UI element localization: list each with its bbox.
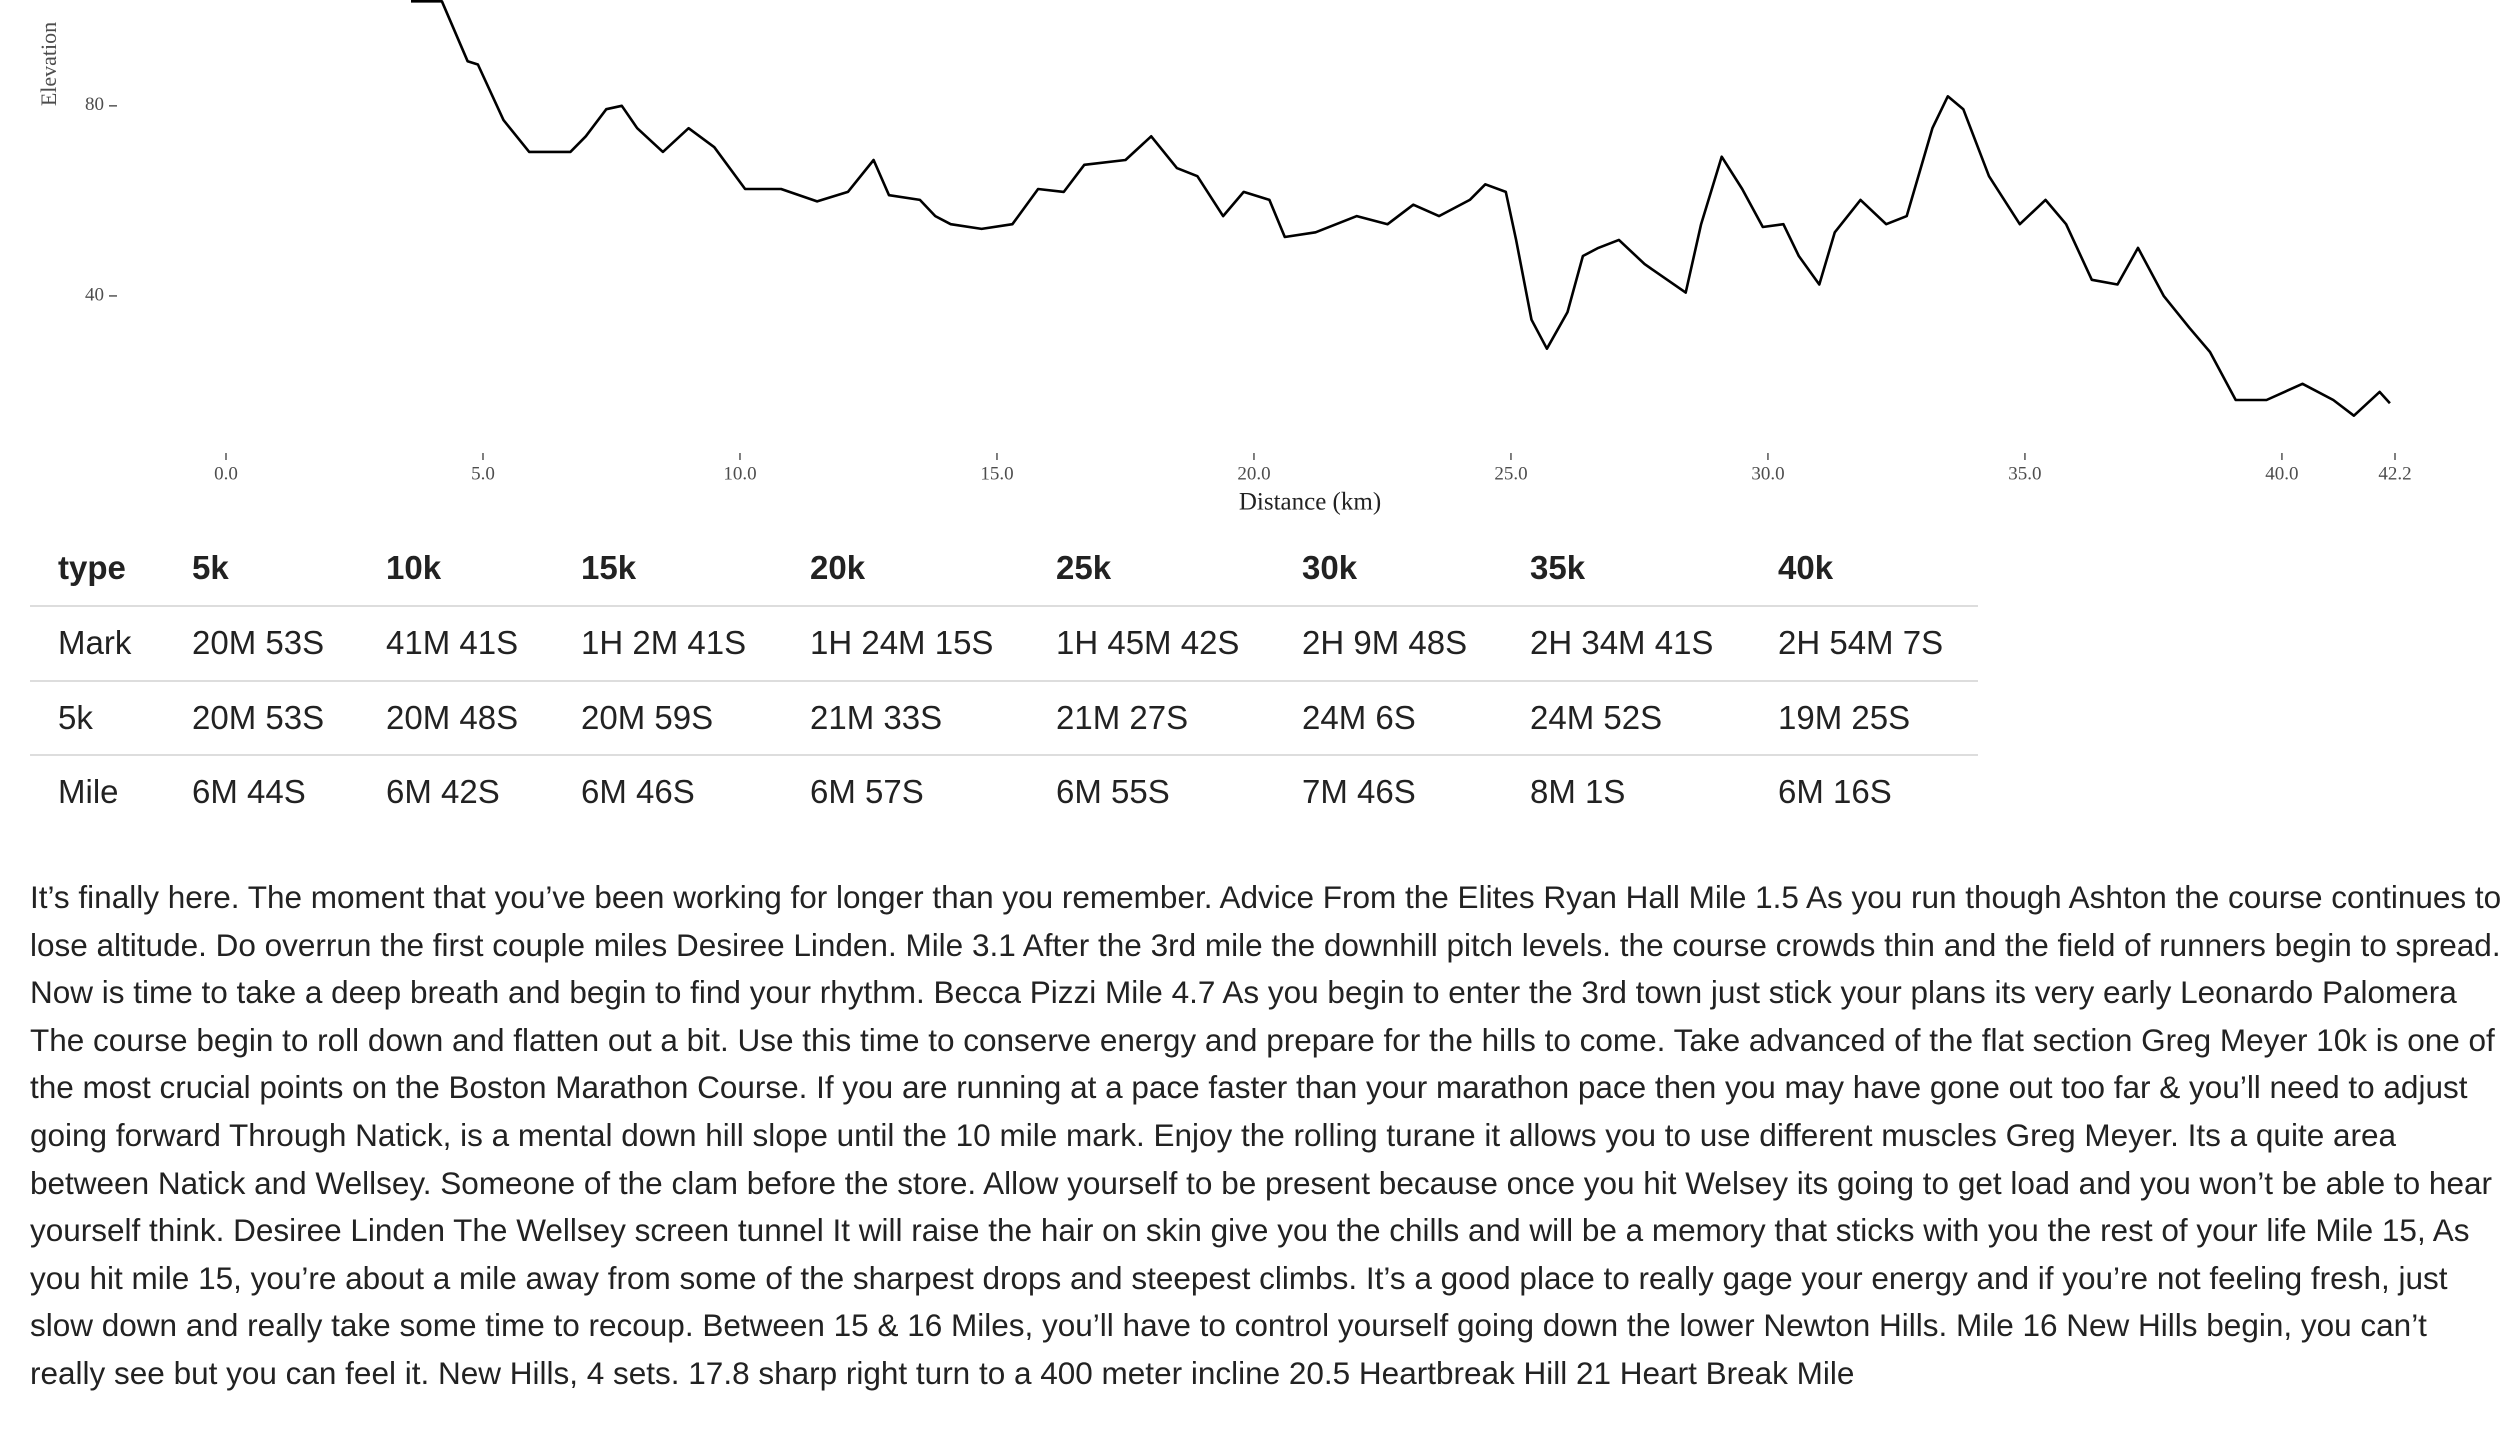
row-divider <box>30 754 1978 756</box>
x-tick-label: 15.0 <box>980 463 1013 484</box>
table-cell: 6M 57S <box>810 773 924 810</box>
header-cell: type <box>58 549 126 586</box>
header-cell: 30k <box>1302 549 1358 586</box>
table-cell: 6M 55S <box>1056 773 1170 810</box>
header-cell: 35k <box>1530 549 1586 586</box>
y-tick-label: 80 <box>85 94 104 115</box>
table-cell: 20M 53S <box>192 699 325 736</box>
table-cell: 2H 34M 41S <box>1530 624 1714 661</box>
table-cell: 41M 41S <box>386 624 519 661</box>
y-axis-title: Elevation <box>36 22 61 106</box>
header-cell: 15k <box>581 549 637 586</box>
header-cell: 10k <box>386 549 442 586</box>
x-tick-label: 5.0 <box>471 463 495 484</box>
row-divider <box>30 605 1978 607</box>
table-cell: 1H 2M 41S <box>581 624 747 661</box>
table-cell: 24M 6S <box>1302 699 1416 736</box>
table-cell: 21M 33S <box>810 699 943 736</box>
table-cell: Mile <box>58 773 119 810</box>
table-cell: 2H 54M 7S <box>1778 624 1944 661</box>
table-cell: 6M 16S <box>1778 773 1892 810</box>
table-cell: 6M 42S <box>386 773 500 810</box>
table-cell: 1H 24M 15S <box>810 624 994 661</box>
table-cell: 19M 25S <box>1778 699 1911 736</box>
x-axis-title: Distance (km) <box>1239 489 1381 516</box>
header-cell: 5k <box>192 549 229 586</box>
x-tick-label: 0.0 <box>214 463 238 484</box>
table-cell: 6M 44S <box>192 773 306 810</box>
table-cell: 24M 52S <box>1530 699 1663 736</box>
header-cell: 20k <box>810 549 866 586</box>
table-cell: 8M 1S <box>1530 773 1626 810</box>
table-cell: 21M 27S <box>1056 699 1189 736</box>
table-cell: 6M 46S <box>581 773 695 810</box>
table-cell: 20M 53S <box>192 624 325 661</box>
x-tick-label: 20.0 <box>1237 463 1270 484</box>
x-tick-label: 35.0 <box>2008 463 2041 484</box>
table-cell: 5k <box>58 699 93 736</box>
course-description: It’s finally here. The moment that you’v… <box>30 879 2502 1391</box>
x-tick-label: 25.0 <box>1494 463 1527 484</box>
table-cell: Mark <box>58 624 132 661</box>
x-tick-label: 30.0 <box>1751 463 1784 484</box>
elevation-line <box>411 0 2391 417</box>
y-tick-label: 40 <box>85 284 104 305</box>
x-tick-label: 40.0 <box>2265 463 2298 484</box>
header-cell: 40k <box>1778 549 1834 586</box>
table-cell: 1H 45M 42S <box>1056 624 1240 661</box>
elevation-chart: Elevation Distance (km) 0.0 5.0 10.0 15.0 20… <box>36 0 2412 516</box>
x-tick-label: 10.0 <box>723 463 756 484</box>
table-cell: 2H 9M 48S <box>1302 624 1468 661</box>
row-divider <box>30 680 1978 682</box>
table-cell: 20M 59S <box>581 699 714 736</box>
table-cell: 7M 46S <box>1302 773 1416 810</box>
header-cell: 25k <box>1056 549 1112 586</box>
x-tick-label: 42.2 <box>2378 463 2411 484</box>
table-cell: 20M 48S <box>386 699 519 736</box>
